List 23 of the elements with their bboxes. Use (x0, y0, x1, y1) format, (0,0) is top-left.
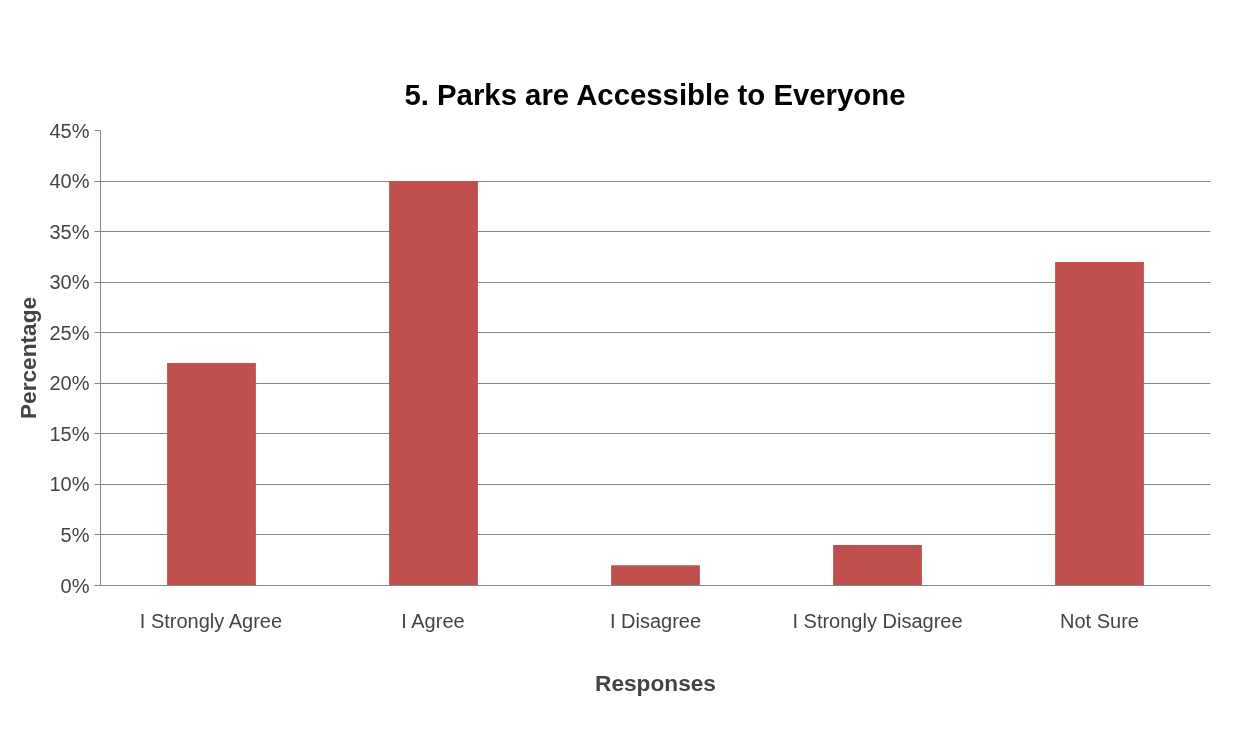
x-tick-label: Not Sure (1060, 609, 1139, 632)
x-tick-label: I Strongly Disagree (792, 609, 963, 632)
bar (611, 565, 700, 586)
y-tick-label: 20% (49, 372, 90, 395)
y-tick-label: 45% (49, 119, 90, 142)
x-tick-label: I Disagree (609, 609, 702, 632)
y-tick-label: 0% (60, 574, 90, 597)
y-tick-label: 30% (49, 271, 90, 294)
x-tick-label: I Strongly Agree (139, 609, 283, 632)
x-axis-title: Responses (595, 669, 716, 696)
y-axis-title: Percentage (15, 296, 42, 420)
bar (167, 363, 256, 586)
y-tick-label: 10% (49, 473, 90, 496)
bar (833, 545, 922, 586)
y-tick-label: 25% (49, 321, 90, 344)
bar (389, 181, 478, 586)
bar (1055, 261, 1144, 586)
y-tick-label: 35% (49, 220, 90, 243)
y-tick-label: 40% (49, 170, 90, 193)
x-tick-label: I Agree (401, 609, 465, 632)
chart-title: 5. Parks are Accessible to Everyone (404, 77, 906, 111)
y-tick-label: 15% (49, 422, 90, 445)
y-tick-label: 5% (60, 523, 90, 546)
